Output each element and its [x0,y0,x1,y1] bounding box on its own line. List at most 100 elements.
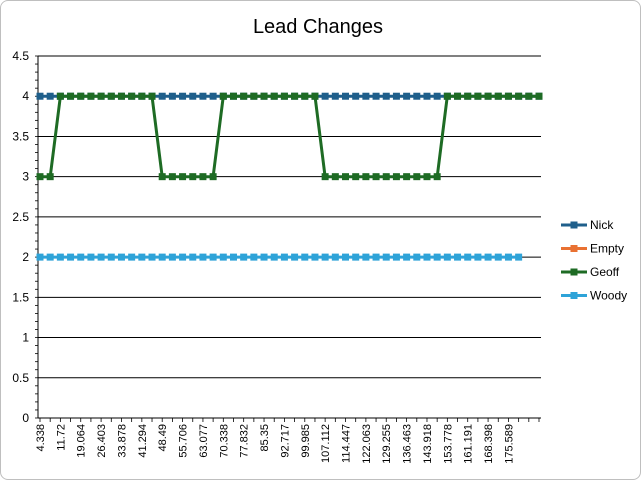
legend-item-empty[interactable]: Empty [561,242,624,256]
data-point [199,253,207,261]
data-point [209,92,217,100]
data-point [168,253,176,261]
x-tick-label: 70.338 [218,424,230,458]
x-tick-label: 4.338 [35,424,47,452]
data-point [179,253,187,261]
data-point [117,92,125,100]
data-point [168,173,176,181]
x-tick-label: 19.064 [76,424,88,458]
data-point [494,92,502,100]
x-tick-label: 63.077 [198,424,210,458]
data-point [433,173,441,181]
data-point [46,92,54,100]
y-tick-label: 2 [22,250,29,264]
data-point [209,253,217,261]
data-point [67,92,75,100]
data-point [433,92,441,100]
data-point [464,92,472,100]
data-point [209,173,217,181]
data-point [77,253,85,261]
data-point [515,253,523,261]
data-point [423,253,431,261]
x-tick-label: 161.191 [463,424,475,464]
data-point [199,173,207,181]
x-tick-label: 77.832 [239,424,251,458]
legend-item-woody[interactable]: Woody [561,289,627,303]
data-point [352,253,360,261]
data-point [219,253,227,261]
data-point [189,173,197,181]
data-point [97,92,105,100]
data-point [494,253,502,261]
data-point [280,253,288,261]
data-point [403,92,411,100]
series-geoff [36,92,543,181]
data-point [138,253,146,261]
x-tick-label: 122.063 [361,424,373,464]
data-point [372,253,380,261]
data-point [454,253,462,261]
data-point [392,253,400,261]
series-woody [36,253,523,261]
data-point [382,173,390,181]
data-point [270,92,278,100]
data-point [36,92,44,100]
data-point [117,253,125,261]
legend-label: Woody [590,289,627,303]
legend-item-nick[interactable]: Nick [561,218,614,232]
data-point [87,92,95,100]
data-point [138,92,146,100]
data-point [189,253,197,261]
data-point [250,253,258,261]
data-point [56,92,64,100]
x-tick-label: 41.294 [137,424,149,458]
x-tick-label: 129.255 [381,424,393,464]
y-tick-label: 4 [22,89,29,103]
data-point [179,173,187,181]
data-point [484,253,492,261]
data-point [352,92,360,100]
data-point [474,92,482,100]
legend[interactable]: Nick Empty Geoff Woody [561,218,627,303]
data-point [362,173,370,181]
data-point [331,173,339,181]
data-point [504,92,512,100]
data-point [189,92,197,100]
data-point [311,92,319,100]
data-point [219,92,227,100]
y-tick-label: 1 [22,331,29,345]
data-point [97,253,105,261]
data-point [515,92,523,100]
data-point [372,92,380,100]
data-point [423,173,431,181]
data-point [128,92,136,100]
data-point [240,92,248,100]
data-point [331,92,339,100]
data-point [168,92,176,100]
x-tick-label: 153.778 [442,424,454,464]
x-tick-label: 33.878 [116,424,128,458]
legend-marker [570,245,578,252]
data-point [128,253,136,261]
legend-label: Nick [590,218,614,232]
data-point [179,92,187,100]
legend-item-geoff[interactable]: Geoff [561,265,620,279]
data-point [321,253,329,261]
x-tick-label: 136.463 [402,424,414,464]
data-point [433,253,441,261]
y-tick-label: 0.5 [12,371,29,385]
data-point [413,173,421,181]
data-point [158,253,166,261]
data-point [484,92,492,100]
data-point [443,253,451,261]
data-point [321,92,329,100]
data-point [107,253,115,261]
x-tick-label: 11.72 [55,424,67,451]
data-point [46,173,54,181]
data-point [158,92,166,100]
x-tick-label: 99.985 [300,424,312,458]
data-point [525,92,533,100]
data-point [291,253,299,261]
data-point [148,92,156,100]
